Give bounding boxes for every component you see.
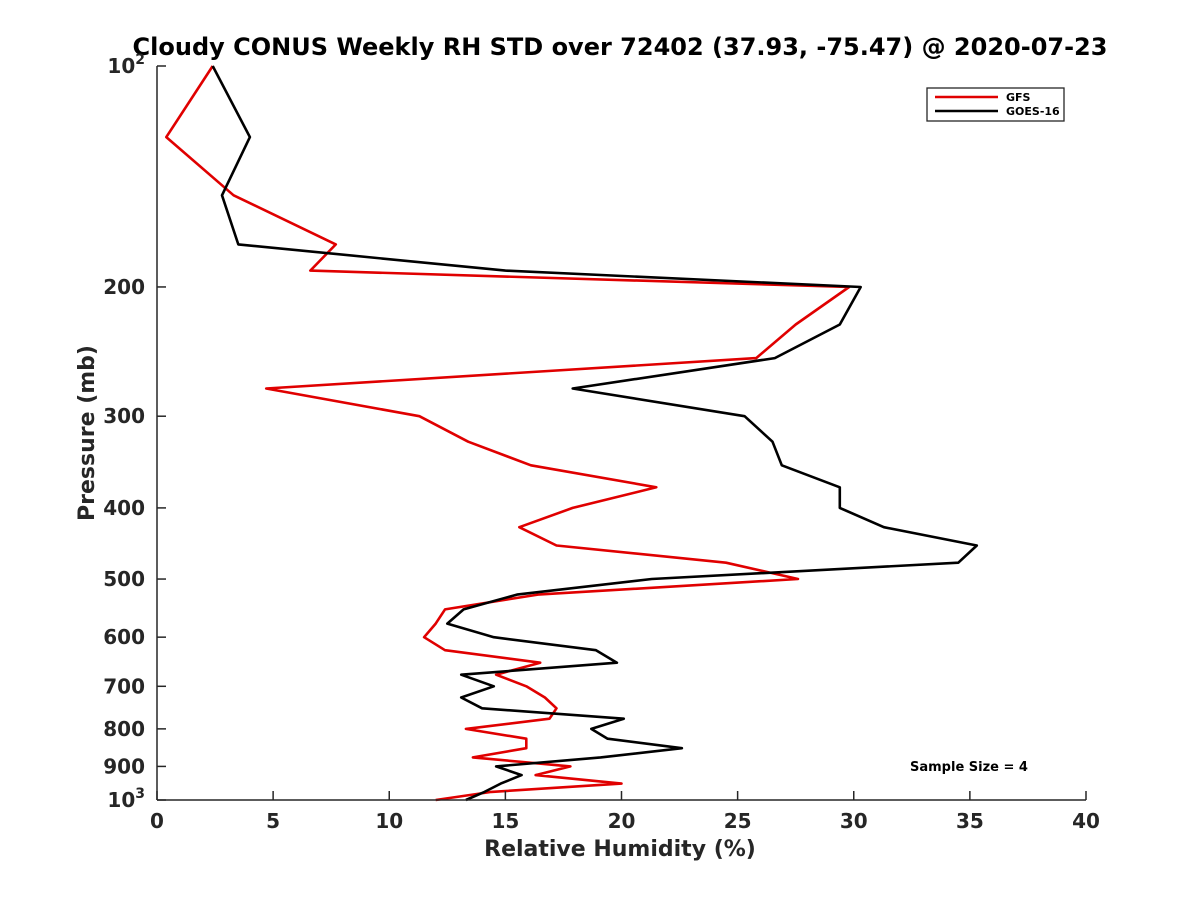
y-tick-label: 103 [107, 786, 145, 812]
y-tick-label: 102 [107, 52, 145, 78]
legend-box [926, 87, 1065, 122]
y-tick-label: 700 [103, 674, 145, 698]
sample-size-annotation: Sample Size = 4 [910, 760, 1028, 775]
x-tick-label: 5 [266, 809, 280, 833]
x-tick-label: 20 [608, 809, 636, 833]
legend-label: GFS [1006, 91, 1031, 104]
x-tick-label: 15 [491, 809, 519, 833]
y-axis-ticks: 102 200 300 400 500 600 700 800 900 103 [103, 52, 166, 812]
x-tick-label: 30 [840, 809, 868, 833]
y-tick-label: 600 [103, 625, 145, 649]
y-tick-label: 200 [103, 275, 145, 299]
plot-background [157, 66, 1086, 800]
x-tick-label: 35 [956, 809, 984, 833]
plot-area: 0 5 10 15 20 25 30 35 40 102 200 300 400 500 600 700 80… [103, 52, 1100, 833]
chart-title: Cloudy CONUS Weekly RH STD over 72402 (3… [133, 33, 1108, 61]
series-line-goes-16 [211, 65, 979, 802]
x-axis-ticks: 0 5 10 15 20 25 30 35 40 [150, 791, 1100, 833]
x-tick-label: 0 [150, 809, 164, 833]
x-axis-label: Relative Humidity (%) [484, 837, 756, 862]
y-axis-label: Pressure (mb) [75, 345, 100, 521]
x-tick-label: 25 [724, 809, 752, 833]
y-tick-label: 900 [103, 754, 145, 778]
series-layer [165, 65, 979, 802]
legend-label: GOES-16 [1006, 105, 1060, 118]
y-tick-label: 800 [103, 717, 145, 741]
x-tick-label: 10 [375, 809, 403, 833]
y-tick-label: 300 [103, 404, 145, 428]
x-tick-label: 40 [1072, 809, 1100, 833]
y-tick-label: 500 [103, 567, 145, 591]
y-tick-label: 400 [103, 496, 145, 520]
